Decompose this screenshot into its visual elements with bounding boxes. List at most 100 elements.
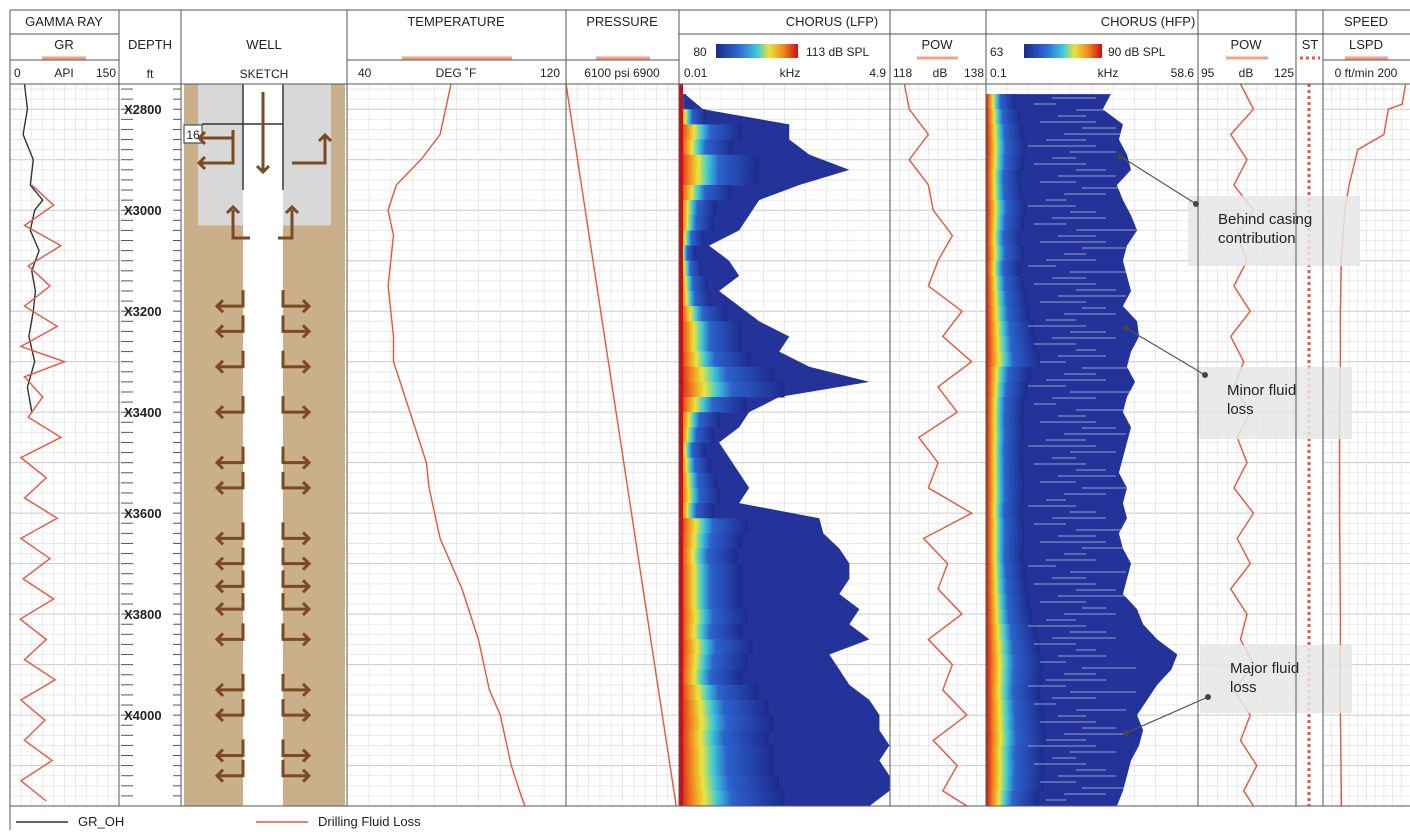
acoustic-maps bbox=[679, 84, 1178, 807]
lfp-intensity-band bbox=[679, 609, 748, 625]
lfp-intensity-band bbox=[679, 487, 721, 504]
annotation-text: contribution bbox=[1218, 230, 1296, 247]
hfp-intensity-band bbox=[986, 563, 1026, 580]
loss-arrowhead-left bbox=[214, 455, 225, 470]
temp-scale-min: 40 bbox=[358, 66, 372, 80]
return-arrowhead-right bbox=[317, 132, 333, 143]
st-title: ST bbox=[1302, 37, 1319, 52]
loss-arrowhead-right bbox=[301, 579, 312, 594]
lfp-intensity-band bbox=[679, 548, 738, 565]
hfp-intensity-band bbox=[986, 291, 1028, 307]
lfp-intensity-band bbox=[679, 503, 714, 519]
lfp-intensity-band bbox=[679, 639, 753, 656]
pow-lfp-unit: dB bbox=[933, 66, 948, 80]
legend: GR_OH Drilling Fluid Loss bbox=[16, 814, 421, 829]
loss-arrowhead-left bbox=[214, 299, 225, 314]
lfp-freq-max: 4.9 bbox=[869, 66, 886, 80]
hfp-intensity-band bbox=[986, 684, 1041, 701]
loss-arrow-right bbox=[281, 315, 308, 333]
hfp-intensity-band bbox=[986, 609, 1032, 625]
lfp-intensity-band bbox=[679, 472, 717, 489]
lfp-intensity-band bbox=[679, 381, 785, 398]
pow-hfp-max: 125 bbox=[1274, 66, 1294, 80]
speed-title: SPEED bbox=[1344, 14, 1388, 29]
hfp-intensity-band bbox=[986, 139, 1026, 156]
hfp-intensity-band bbox=[986, 669, 1042, 686]
lfp-intensity-band bbox=[679, 321, 742, 337]
hfp-colorbar-low: 63 bbox=[990, 45, 1004, 59]
frame bbox=[9, 9, 1410, 830]
loss-arrowhead-right bbox=[301, 299, 312, 314]
annotation-box bbox=[1197, 367, 1352, 439]
temperature-title: TEMPERATURE bbox=[407, 14, 505, 29]
lfp-intensity-band bbox=[679, 442, 706, 459]
hfp-intensity-band bbox=[986, 94, 1016, 110]
hfp-intensity-band bbox=[986, 381, 1028, 398]
return-arrowhead-left bbox=[196, 155, 207, 171]
pow-lfp-min: 118 bbox=[893, 66, 912, 80]
lfp-intensity-band bbox=[679, 351, 751, 368]
loss-arrow-right bbox=[281, 759, 308, 778]
hfp-colorbar-high: 90 dB SPL bbox=[1108, 45, 1166, 59]
hfp-intensity-band bbox=[986, 275, 1025, 292]
loss-arrow-right bbox=[281, 673, 308, 692]
curve-pow-lfp bbox=[903, 83, 974, 807]
depth-label: X3600 bbox=[124, 506, 162, 521]
hfp-intensity-band bbox=[986, 715, 1045, 731]
loss-arrow-left bbox=[218, 315, 245, 333]
gr-scale-max: 150 bbox=[96, 66, 116, 80]
lfp-intensity-band bbox=[679, 518, 748, 534]
annotation-text: Behind casing bbox=[1218, 211, 1312, 228]
hfp-intensity-band bbox=[986, 336, 1037, 353]
lfp-intensity-band bbox=[679, 715, 774, 731]
annotation-text: Minor fluid bbox=[1227, 382, 1296, 399]
loss-arrow-right bbox=[281, 471, 308, 490]
loss-arrow-right bbox=[281, 446, 308, 465]
hfp-intensity-band bbox=[986, 397, 1025, 413]
lfp-freq-min: 0.01 bbox=[684, 66, 708, 80]
loss-arrow-left bbox=[218, 593, 245, 611]
pow-hfp-unit: dB bbox=[1239, 66, 1254, 80]
legend-label: Drilling Fluid Loss bbox=[318, 814, 421, 829]
hfp-intensity-band bbox=[986, 215, 1025, 231]
lfp-intensity-band bbox=[679, 397, 747, 413]
depth-label: X3200 bbox=[124, 304, 162, 319]
loss-arrowhead-right bbox=[301, 632, 312, 647]
return-arrow-right bbox=[292, 137, 327, 165]
hfp-intensity-band bbox=[986, 321, 1034, 337]
lfp-intensity-band bbox=[679, 184, 732, 201]
behind-casing-arrow-right bbox=[278, 210, 294, 240]
hfp-intensity-band bbox=[986, 760, 1045, 777]
behind-casing-head-right bbox=[284, 204, 300, 215]
loss-arrowhead-left bbox=[214, 632, 225, 647]
hfp-intensity-band bbox=[986, 260, 1021, 277]
depth-unit: ft bbox=[147, 67, 154, 81]
lfp-freq-unit: kHz bbox=[780, 66, 801, 80]
loss-arrow-left bbox=[218, 570, 245, 588]
loss-arrowhead-right bbox=[301, 602, 312, 617]
hfp-intensity-band bbox=[986, 487, 1025, 504]
loss-arrowhead-left bbox=[214, 405, 225, 420]
pressure-scale: 6100 psi 6900 bbox=[584, 66, 660, 80]
loss-arrowhead-right bbox=[301, 480, 312, 495]
depth-title: DEPTH bbox=[128, 37, 172, 52]
annotations: Behind casing contribution Minor fluid loss… bbox=[1117, 153, 1360, 736]
loss-arrowhead-left bbox=[214, 359, 225, 374]
loss-arrow-right bbox=[281, 290, 308, 308]
lfp-intensity-band bbox=[679, 578, 743, 595]
hfp-intensity-band bbox=[986, 427, 1025, 443]
lfp-intensity-band bbox=[679, 745, 774, 762]
loss-arrowhead-right bbox=[301, 768, 312, 783]
loss-arrowhead-left bbox=[214, 579, 225, 594]
loss-arrowhead-left bbox=[214, 602, 225, 617]
depth-label: X2800 bbox=[124, 102, 162, 117]
curve-gr-oh bbox=[22, 83, 44, 413]
annotation-text: Major fluid bbox=[1230, 660, 1299, 677]
hfp-intensity-band bbox=[986, 230, 1021, 247]
hfp-intensity-band bbox=[986, 169, 1021, 186]
loss-arrow-left bbox=[218, 350, 245, 369]
lfp-intensity-band bbox=[679, 124, 742, 141]
loss-arrowhead-right bbox=[301, 324, 312, 339]
lfp-intensity-band bbox=[679, 699, 769, 716]
loss-arrow-left bbox=[218, 446, 245, 465]
